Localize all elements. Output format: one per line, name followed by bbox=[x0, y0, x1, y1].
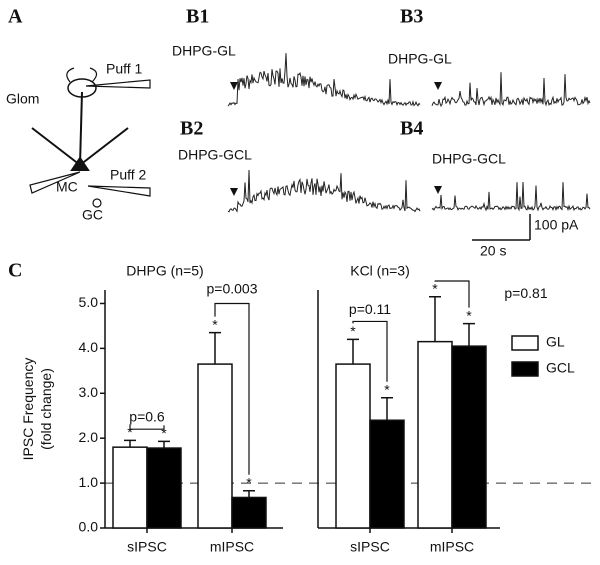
legend-swatch bbox=[511, 335, 539, 351]
p-value: p=0.81 bbox=[504, 285, 547, 301]
y-tick-label: 4.0 bbox=[79, 339, 99, 355]
error-bar bbox=[463, 322, 475, 347]
diagram-label: Puff 2 bbox=[110, 167, 147, 183]
neuron-diagram bbox=[29, 67, 151, 208]
significance-bracket bbox=[434, 280, 470, 308]
trace-label: DHPG-GL bbox=[172, 43, 236, 59]
diagram-label: Glom bbox=[6, 91, 39, 107]
y-axis-label-line: (fold change) bbox=[38, 368, 54, 450]
panel-label: A bbox=[8, 6, 23, 28]
panel-label: B1 bbox=[186, 6, 209, 28]
significance-marker: * bbox=[350, 323, 356, 339]
significance-marker: * bbox=[246, 474, 252, 490]
trace bbox=[227, 53, 421, 107]
bar bbox=[417, 340, 453, 529]
y-tick-label: 0.0 bbox=[79, 519, 99, 535]
y-tick-label: 1.0 bbox=[79, 474, 99, 490]
error-bar bbox=[381, 397, 393, 421]
panel-label: B3 bbox=[400, 6, 423, 28]
legend-label: GCL bbox=[546, 360, 575, 376]
significance-bracket bbox=[352, 320, 388, 382]
diagram-label: GC bbox=[82, 207, 103, 223]
panel-label: B2 bbox=[180, 118, 203, 140]
significance-marker: * bbox=[432, 280, 438, 296]
puff-marker bbox=[434, 82, 442, 90]
x-tick-label: sIPSC bbox=[127, 539, 167, 555]
error-bar bbox=[158, 440, 170, 449]
significance-marker: * bbox=[161, 425, 167, 441]
bar bbox=[112, 446, 148, 529]
error-bar bbox=[243, 489, 255, 498]
trace-label: DHPG-GL bbox=[388, 51, 452, 67]
legend-label: GL bbox=[546, 334, 565, 350]
significance-marker: * bbox=[127, 424, 133, 440]
error-bar bbox=[209, 331, 221, 365]
bar bbox=[231, 496, 267, 529]
error-bar bbox=[124, 439, 136, 448]
x-tick-label: mIPSC bbox=[430, 539, 474, 555]
y-axis-label-line: IPSC Frequency bbox=[20, 358, 36, 461]
p-value: p=0.003 bbox=[207, 281, 258, 297]
bar bbox=[369, 419, 405, 529]
y-tick-label: 3.0 bbox=[79, 384, 99, 400]
diagram-label: MC bbox=[56, 179, 78, 195]
y-axis-label: IPSC Frequency (fold change) bbox=[20, 358, 54, 461]
panel-label: B4 bbox=[400, 118, 423, 140]
diagram-label: Puff 1 bbox=[106, 61, 143, 77]
trace bbox=[227, 169, 421, 213]
x-tick-label: mIPSC bbox=[210, 539, 254, 555]
scale-label: 100 pA bbox=[534, 217, 579, 233]
significance-marker: * bbox=[384, 381, 390, 397]
significance-marker: * bbox=[466, 307, 472, 323]
trace bbox=[431, 181, 591, 212]
scale-label: 20 s bbox=[480, 243, 506, 259]
p-value: p=0.6 bbox=[129, 409, 165, 425]
bar bbox=[335, 363, 371, 529]
subplot-title: DHPG (n=5) bbox=[126, 263, 203, 279]
traces bbox=[227, 53, 591, 213]
significance-marker: * bbox=[212, 316, 218, 332]
bar bbox=[451, 345, 487, 529]
scale-bar bbox=[472, 214, 531, 241]
puff-marker bbox=[434, 186, 442, 194]
y-tick-label: 5.0 bbox=[79, 294, 99, 310]
trace-label: DHPG-GCL bbox=[178, 147, 252, 163]
significance-bracket bbox=[214, 302, 250, 475]
error-bar bbox=[347, 338, 359, 365]
significance-bracket bbox=[129, 424, 165, 430]
panel-label: C bbox=[8, 260, 22, 282]
x-tick-label: sIPSC bbox=[350, 539, 390, 555]
legend-swatch bbox=[511, 361, 539, 377]
bar bbox=[146, 447, 182, 529]
trace-label: DHPG-GCL bbox=[432, 151, 506, 167]
y-tick-label: 2.0 bbox=[79, 429, 99, 445]
bar bbox=[197, 363, 233, 529]
trace bbox=[431, 72, 591, 107]
puff-marker bbox=[230, 188, 238, 196]
subplot-title: KCl (n=3) bbox=[350, 263, 410, 279]
puff-marker bbox=[230, 82, 238, 90]
error-bar bbox=[429, 295, 441, 342]
p-value: p=0.11 bbox=[349, 301, 391, 317]
